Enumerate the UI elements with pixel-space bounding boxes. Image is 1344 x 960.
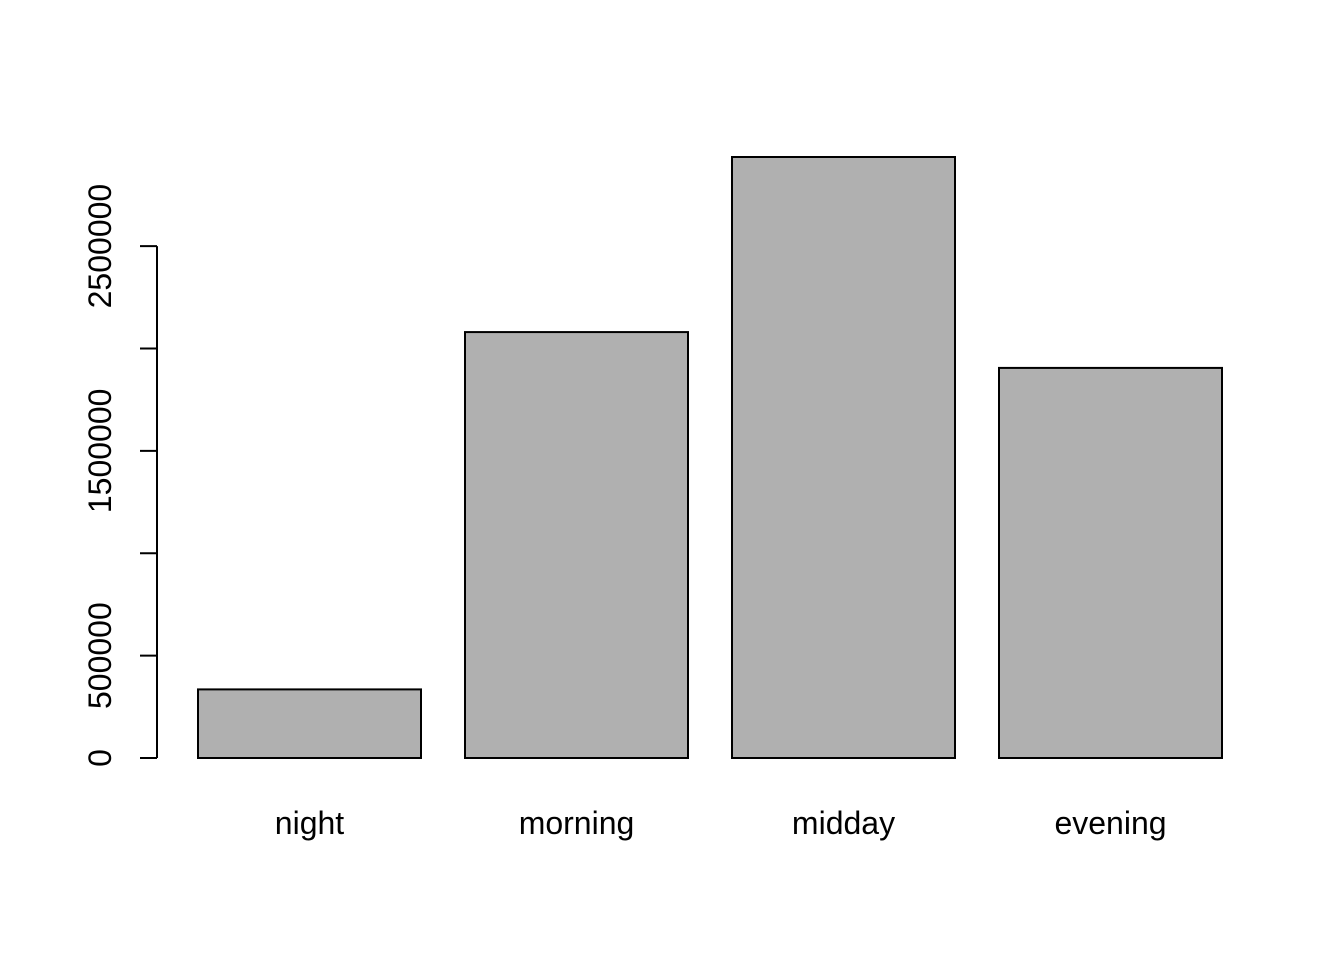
bar-midday	[731, 156, 956, 759]
y-tick-label-1500000: 1500000	[82, 389, 118, 514]
bar-morning	[464, 331, 689, 759]
x-tick-label-night: night	[275, 805, 345, 841]
bar-night	[197, 688, 422, 759]
y-tick-label-2500000: 2500000	[82, 184, 118, 309]
x-tick-label-morning: morning	[519, 805, 635, 841]
y-tick-label-500000: 500000	[82, 602, 118, 709]
bar-evening	[998, 366, 1223, 759]
y-axis: 0 500000 1500000 2500000	[82, 184, 158, 767]
x-axis-labels: night morning midday evening	[275, 805, 1167, 841]
y-tick-label-0: 0	[82, 749, 118, 767]
x-tick-label-evening: evening	[1054, 805, 1166, 841]
x-tick-label-midday: midday	[792, 805, 895, 841]
bars-group	[197, 156, 1223, 759]
